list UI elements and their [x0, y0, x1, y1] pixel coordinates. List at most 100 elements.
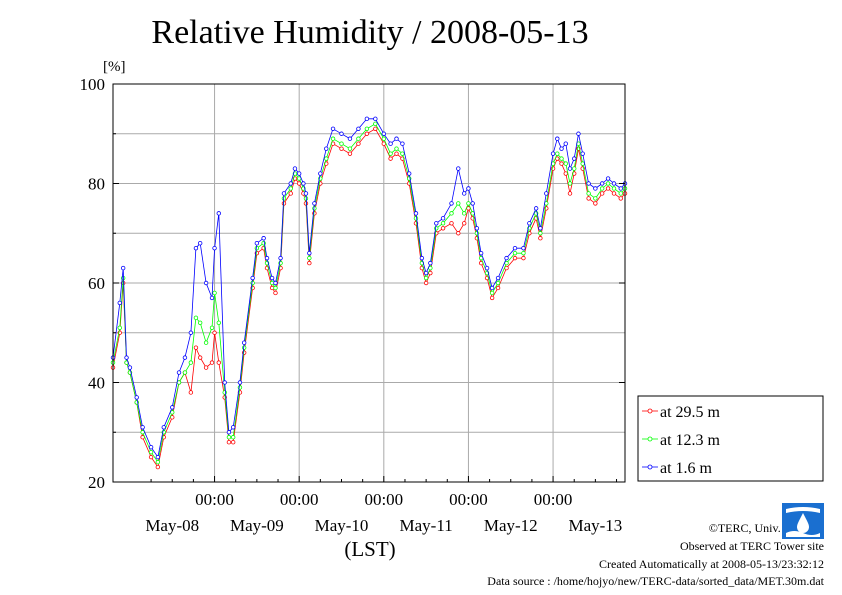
data-source-text: Data source : /home/hojyo/new/TERC-data/…	[487, 574, 824, 588]
series-line-2	[112, 123, 626, 464]
data-point	[261, 236, 266, 241]
data-point	[538, 236, 543, 241]
data-point	[303, 191, 309, 196]
data-point	[347, 151, 353, 156]
data-point	[527, 221, 532, 226]
data-point	[449, 221, 454, 226]
data-point	[209, 360, 215, 365]
data-point	[273, 280, 278, 286]
data-point	[318, 171, 323, 176]
data-point	[188, 330, 194, 335]
data-point	[241, 340, 247, 345]
data-point	[292, 166, 298, 171]
data-point	[512, 250, 518, 256]
x-tick-label: 00:00	[280, 490, 319, 509]
data-point	[586, 181, 591, 186]
data-point	[611, 181, 617, 186]
legend-swatch-marker	[647, 408, 653, 414]
data-point	[599, 186, 605, 191]
date-label: May-09	[230, 516, 284, 535]
data-point	[250, 275, 255, 281]
data-point	[203, 365, 209, 370]
data-point	[618, 191, 623, 196]
data-point	[124, 355, 129, 360]
data-point	[611, 186, 617, 191]
data-point	[140, 425, 145, 430]
y-tick-label: 80	[88, 175, 105, 194]
data-point	[148, 449, 154, 455]
data-point	[489, 290, 495, 296]
data-point	[307, 250, 312, 256]
data-point	[264, 255, 270, 261]
data-point	[381, 136, 387, 141]
data-point	[495, 275, 501, 281]
y-tick-label: 20	[88, 473, 105, 492]
data-point	[572, 166, 577, 171]
data-point	[413, 211, 419, 216]
data-point	[599, 181, 605, 186]
data-point	[495, 280, 501, 286]
data-point	[254, 245, 260, 251]
data-point	[474, 226, 480, 231]
data-point	[212, 245, 217, 251]
data-point	[533, 206, 539, 211]
data-point	[555, 151, 560, 156]
data-point	[495, 285, 501, 291]
data-point	[618, 186, 623, 191]
data-point	[434, 221, 439, 226]
data-point	[512, 245, 518, 251]
data-point	[599, 191, 605, 196]
data-point	[559, 146, 564, 151]
data-point	[339, 141, 344, 146]
date-label: May-13	[568, 516, 622, 535]
data-point	[226, 430, 232, 435]
legend-swatch-marker	[647, 464, 653, 470]
data-point	[226, 440, 232, 445]
data-point	[466, 201, 471, 206]
data-point	[538, 231, 543, 236]
data-point	[423, 270, 429, 276]
data-point	[512, 255, 518, 261]
data-point	[324, 156, 329, 161]
data-point	[222, 380, 227, 385]
series-line-3	[112, 118, 626, 459]
data-point	[188, 390, 194, 395]
data-point	[586, 196, 591, 201]
data-point	[470, 201, 475, 206]
data-point	[182, 355, 188, 360]
data-point	[230, 435, 236, 440]
data-point	[364, 126, 370, 131]
data-point	[212, 330, 217, 335]
data-point	[330, 136, 336, 141]
data-point	[563, 141, 568, 146]
data-point	[212, 290, 217, 296]
data-point	[230, 440, 236, 445]
data-point	[423, 280, 429, 286]
data-point	[521, 245, 526, 251]
x-tick-label: 00:00	[195, 490, 234, 509]
data-point	[209, 325, 215, 330]
data-point	[478, 250, 484, 256]
legend-label: at 12.3 m	[660, 432, 721, 449]
data-point	[466, 186, 471, 191]
data-point	[462, 211, 467, 216]
date-label: May-11	[400, 516, 453, 535]
data-point	[580, 161, 585, 166]
data-point	[388, 156, 393, 161]
data-point	[148, 454, 154, 460]
data-point	[155, 464, 161, 470]
data-point	[273, 290, 278, 296]
data-point	[339, 131, 344, 136]
legend-label: at 1.6 m	[660, 460, 713, 477]
data-point	[216, 211, 221, 216]
data-point	[216, 360, 221, 365]
data-point	[400, 151, 405, 156]
data-point	[456, 166, 461, 171]
data-point	[188, 360, 194, 365]
data-point	[324, 146, 329, 151]
data-point	[347, 136, 353, 141]
data-point	[605, 186, 611, 191]
data-point	[544, 191, 549, 196]
data-point	[288, 191, 293, 196]
